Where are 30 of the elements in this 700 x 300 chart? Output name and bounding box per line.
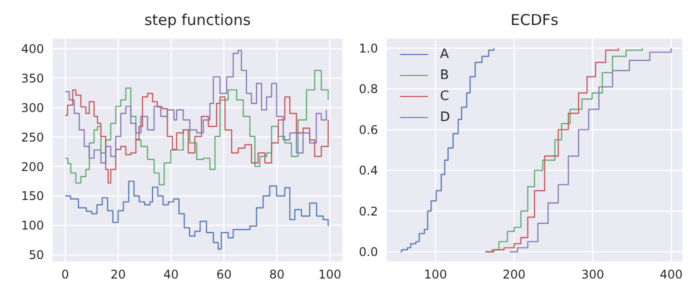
y-tick-label: 150 bbox=[21, 189, 44, 204]
legend-label: B bbox=[440, 67, 449, 85]
x-tick-label: 100 bbox=[318, 268, 342, 282]
y-tick-label: 400 bbox=[21, 42, 44, 56]
x-tick-label: 400 bbox=[660, 268, 683, 282]
y-tick-label: 0.8 bbox=[358, 82, 378, 96]
y-tick-label: 50 bbox=[28, 248, 44, 262]
x-tick-label: 0 bbox=[61, 268, 70, 282]
x-tick-label: 80 bbox=[269, 268, 285, 282]
y-tick-label: 0.4 bbox=[358, 164, 378, 178]
y-tick-label: 0.0 bbox=[358, 245, 378, 260]
y-tick-label: 350 bbox=[21, 71, 44, 86]
x-tick-label: 300 bbox=[581, 268, 604, 282]
chart-title: step functions bbox=[143, 11, 252, 29]
x-tick-label: 100 bbox=[424, 268, 447, 282]
x-tick-label: 40 bbox=[163, 268, 179, 282]
x-tick-label: 60 bbox=[216, 268, 232, 282]
x-tick-label: 200 bbox=[502, 268, 526, 282]
y-tick-label: 200 bbox=[21, 160, 44, 174]
x-tick-label: 20 bbox=[110, 268, 126, 282]
y-tick-label: 1.0 bbox=[358, 41, 378, 56]
chart-title: ECDFs bbox=[510, 11, 560, 29]
y-tick-label: 250 bbox=[21, 130, 44, 144]
y-tick-label: 300 bbox=[21, 100, 44, 115]
y-tick-label: 0.6 bbox=[358, 122, 378, 137]
legend-label: C bbox=[440, 88, 450, 106]
legend-label: A bbox=[440, 46, 449, 64]
y-tick-label: 100 bbox=[21, 218, 44, 233]
y-tick-label: 0.2 bbox=[358, 204, 378, 218]
legend-label: D bbox=[440, 109, 450, 127]
